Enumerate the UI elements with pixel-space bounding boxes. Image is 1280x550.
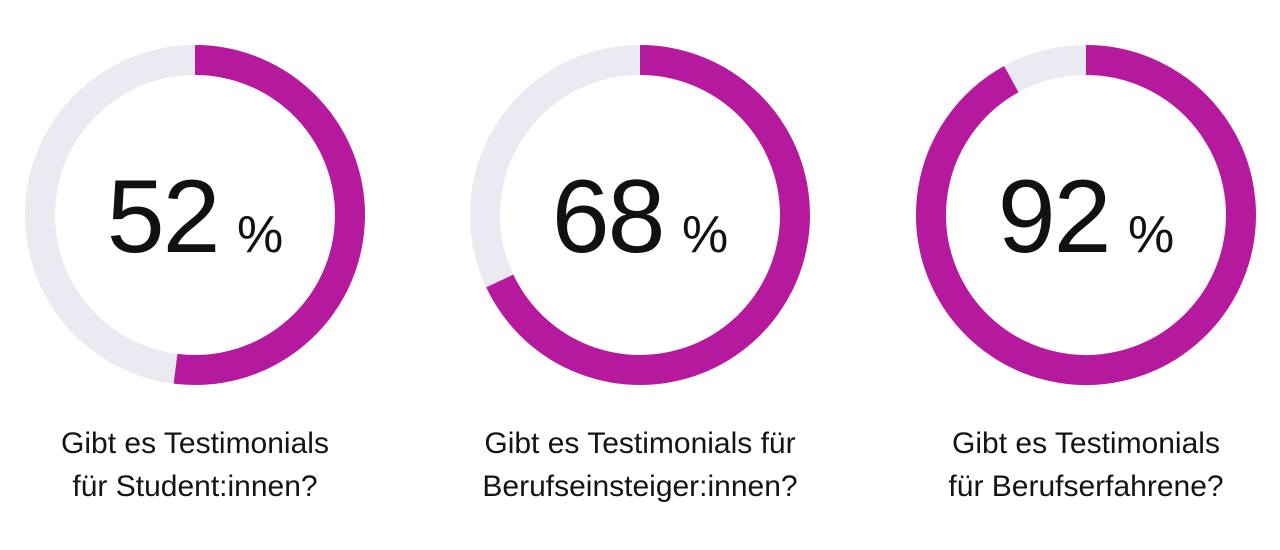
percent-sign: % xyxy=(1128,206,1174,264)
percent-number: 68 xyxy=(552,159,664,275)
donut-chart-students: 52 % xyxy=(25,45,365,385)
gauge-caption: Gibt es Testimonials für Student:innen? xyxy=(0,422,405,508)
caption-line-1: Gibt es Testimonials xyxy=(952,427,1220,460)
ring-value-arc xyxy=(173,45,365,385)
percent-number: 92 xyxy=(998,159,1110,275)
donut-chart-experienced: 92 % xyxy=(916,45,1256,385)
gauge-caption: Gibt es Testimonials für Berufseinsteige… xyxy=(430,422,850,508)
caption-line-2: für Student:innen? xyxy=(72,470,318,503)
gauge-students: 52 % Gibt es Testimonials für Student:in… xyxy=(0,0,405,550)
caption-line-2: für Berufserfahrene? xyxy=(948,470,1224,503)
caption-line-2: Berufseinsteiger:innen? xyxy=(482,470,798,503)
percent-sign: % xyxy=(237,206,283,264)
percent-value: 52 % xyxy=(107,159,283,275)
gauge-career-starters: 68 % Gibt es Testimonials für Berufseins… xyxy=(430,0,850,550)
percent-sign: % xyxy=(682,206,728,264)
percent-value: 68 % xyxy=(552,159,728,275)
gauge-caption: Gibt es Testimonials für Berufserfahrene… xyxy=(876,422,1280,508)
caption-line-1: Gibt es Testimonials für xyxy=(484,427,796,460)
ring-value-arc xyxy=(916,45,1256,385)
percent-number: 52 xyxy=(107,159,219,275)
percent-value: 92 % xyxy=(998,159,1174,275)
caption-line-1: Gibt es Testimonials xyxy=(61,427,329,460)
donut-chart-career-starters: 68 % xyxy=(470,45,810,385)
ring-value-arc xyxy=(486,45,810,385)
gauge-experienced: 92 % Gibt es Testimonials für Berufserfa… xyxy=(876,0,1280,550)
